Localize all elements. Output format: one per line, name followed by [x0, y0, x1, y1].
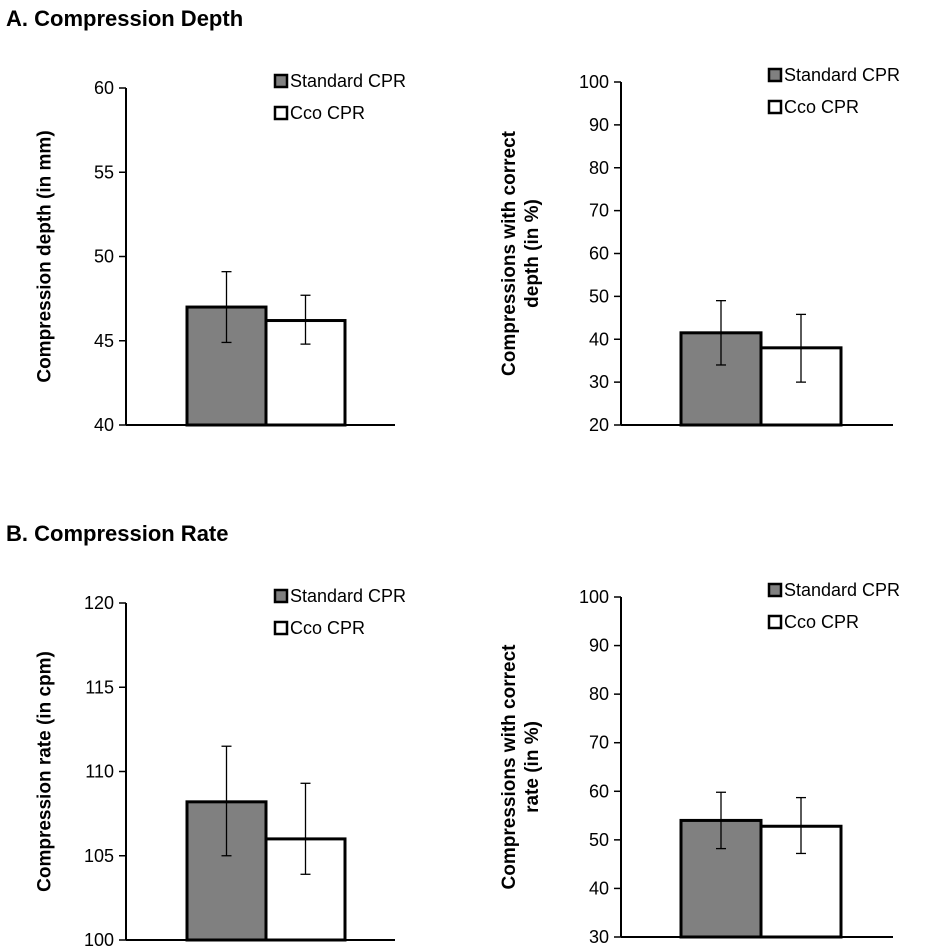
legend-label: Cco CPR — [290, 618, 365, 638]
y-tick-label: 100 — [84, 930, 114, 950]
legend-label: Cco CPR — [290, 103, 365, 123]
y-tick-label: 115 — [85, 677, 114, 697]
y-tick-label: 120 — [84, 593, 114, 613]
y-tick-label: 40 — [589, 878, 609, 898]
legend-swatch-standard — [273, 588, 289, 604]
y-tick-label: 100 — [579, 72, 609, 92]
legend-label: Cco CPR — [784, 612, 859, 632]
y-axis-label-line: Compression depth (in mm) — [35, 130, 56, 382]
y-tick-label: 50 — [589, 830, 609, 850]
legend-label: Standard CPR — [290, 71, 406, 91]
legend-swatch-standard — [767, 67, 783, 83]
y-tick-label: 80 — [589, 158, 609, 178]
chart-2: 20 30 40 50 60 70 80 90 100 Compressions with cor… — [499, 65, 900, 435]
y-axis-label: Compressions with correctrate (in %) — [499, 644, 543, 890]
legend-label: Standard CPR — [784, 65, 900, 85]
legend-label: Standard CPR — [290, 586, 406, 606]
y-tick-label: 20 — [589, 415, 609, 435]
y-axis-label-line: rate (in %) — [522, 721, 543, 813]
y-tick-label: 45 — [94, 331, 114, 351]
y-tick-label: 70 — [589, 733, 609, 753]
legend-swatch-standard — [767, 582, 783, 598]
y-axis-label-line: Compression rate (in cpm) — [35, 651, 56, 892]
panel-a-title: A. Compression Depth — [6, 6, 243, 31]
legend-swatch-cco — [767, 99, 783, 115]
y-tick-label: 40 — [589, 329, 609, 349]
y-axis-label-line: depth (in %) — [522, 199, 543, 308]
y-axis-label: Compression depth (in mm) — [35, 130, 56, 382]
y-tick-label: 60 — [94, 78, 114, 98]
y-tick-label: 30 — [589, 927, 609, 947]
legend-swatch-cco — [767, 614, 783, 630]
y-tick-label: 60 — [589, 244, 609, 264]
y-axis-label-line: Compressions with correct — [499, 130, 520, 376]
chart-3: 100 105 110 115 120 Compression rate (in cpm)… — [35, 586, 406, 950]
y-tick-label: 80 — [589, 684, 609, 704]
y-tick-label: 100 — [579, 587, 609, 607]
chart-1: 40 45 50 55 60 Compression depth (in mm) Stand… — [35, 71, 406, 435]
charts-group: 40 45 50 55 60 Compression depth (in mm) Stand… — [35, 65, 900, 950]
legend-swatch-standard — [273, 73, 289, 89]
y-tick-label: 90 — [589, 636, 609, 656]
legend-swatch-cco — [273, 105, 289, 121]
y-tick-label: 50 — [589, 286, 609, 306]
y-tick-label: 70 — [589, 201, 609, 221]
y-tick-label: 105 — [84, 846, 114, 866]
y-tick-label: 30 — [589, 372, 609, 392]
y-tick-label: 55 — [94, 162, 114, 182]
chart-4: 30 40 50 60 70 80 90 100 Compressions with corre… — [499, 580, 900, 947]
y-axis-label-line: Compressions with correct — [499, 644, 520, 890]
y-axis-label: Compression rate (in cpm) — [35, 651, 56, 892]
legend-label: Standard CPR — [784, 580, 900, 600]
y-tick-label: 110 — [85, 762, 114, 782]
legend-label: Cco CPR — [784, 97, 859, 117]
panel-b-title: B. Compression Rate — [6, 521, 229, 546]
y-tick-label: 50 — [94, 247, 114, 267]
y-tick-label: 60 — [589, 781, 609, 801]
y-tick-label: 90 — [589, 115, 609, 135]
legend-swatch-cco — [273, 620, 289, 636]
y-tick-label: 40 — [94, 415, 114, 435]
y-axis-label: Compressions with correctdepth (in %) — [499, 130, 543, 376]
